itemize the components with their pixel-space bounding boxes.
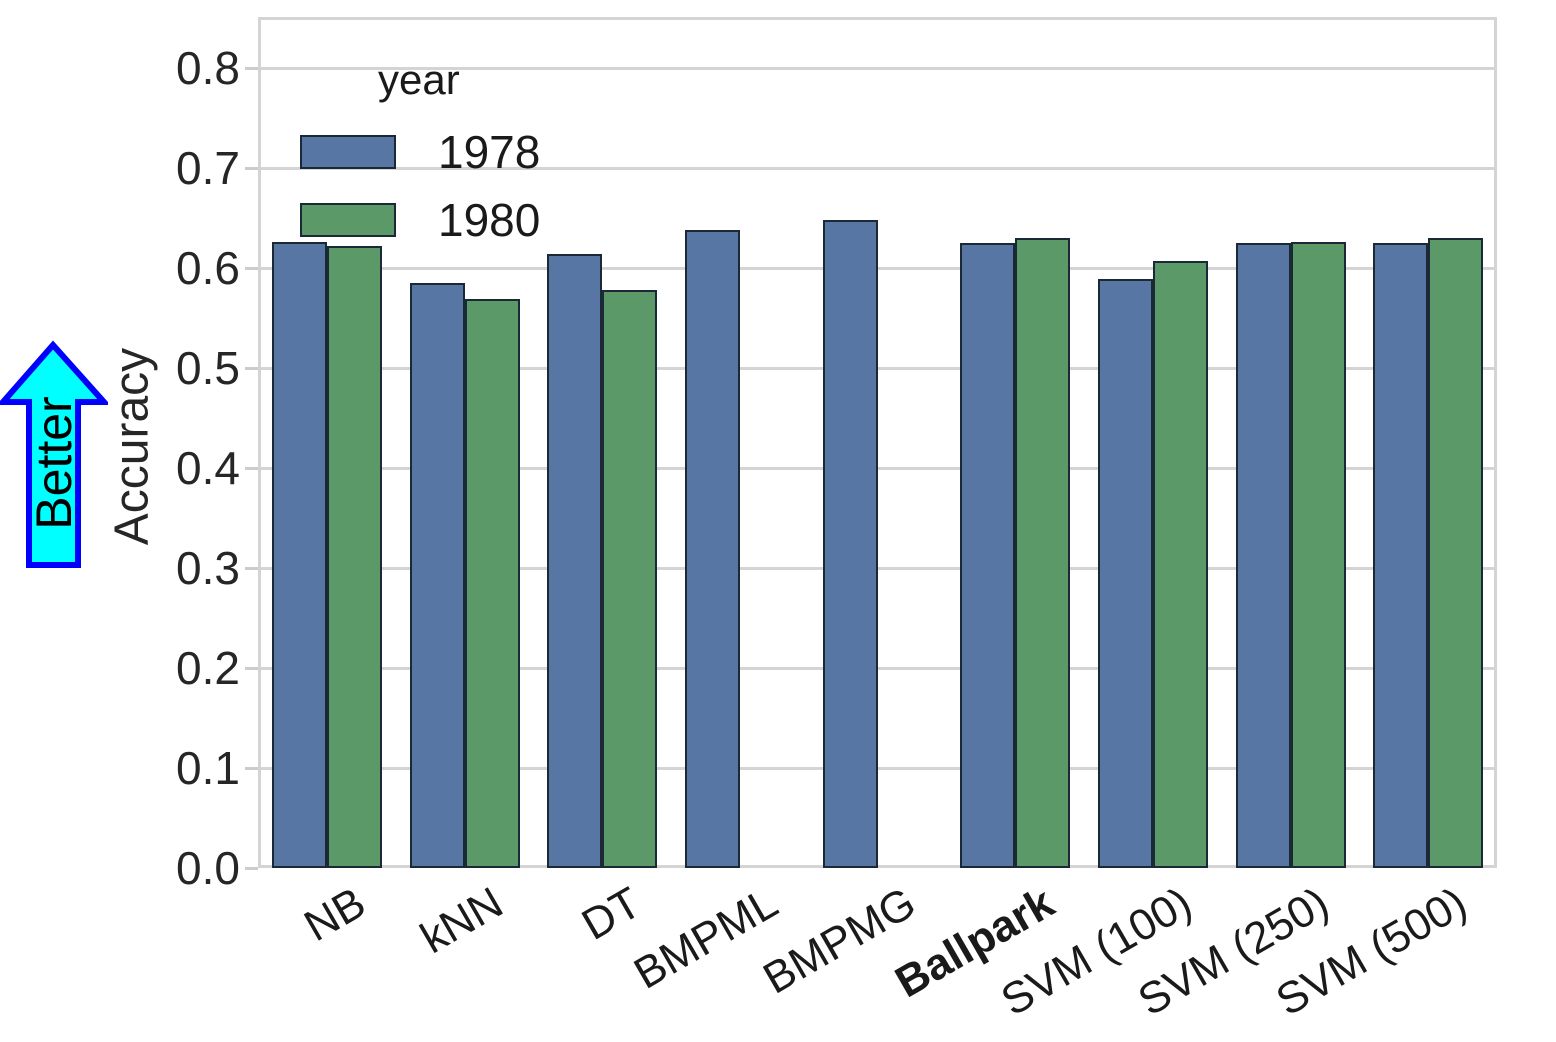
legend-swatch-1980: [300, 203, 396, 237]
y-tick-mark: [245, 866, 258, 870]
legend-label-1980: 1980: [438, 194, 541, 246]
gridline: [258, 466, 1497, 470]
legend-entry-1980: 1980: [300, 186, 540, 254]
y-tick-label: 0.4: [176, 442, 240, 494]
bar-1980-SVM (100): [1152, 261, 1208, 868]
y-tick-label: 0.1: [176, 742, 240, 794]
y-tick-mark: [245, 166, 258, 170]
plot-border-left: [258, 17, 261, 868]
x-tick-label: BMPML: [626, 878, 787, 999]
y-tick-label: 0.2: [176, 642, 240, 694]
y-tick-mark: [245, 566, 258, 570]
better-arrow-label: Better: [26, 396, 82, 530]
y-axis-title: Accuracy: [105, 347, 159, 546]
y-tick-mark: [245, 366, 258, 370]
y-tick-label: 0.7: [176, 142, 240, 194]
legend-swatch-1978: [300, 135, 396, 169]
bar-1980-SVM (500): [1428, 238, 1484, 868]
gridline: [258, 266, 1497, 270]
bar-1978-SVM (100): [1097, 279, 1153, 868]
gridline: [258, 566, 1497, 570]
x-tick-label: NB: [295, 878, 374, 951]
legend-label-1978: 1978: [438, 126, 541, 178]
x-tick-label: DT: [573, 878, 649, 950]
y-tick-mark: [245, 266, 258, 270]
plot-border-bottom: [258, 865, 1497, 868]
y-tick-mark: [245, 766, 258, 770]
y-tick-label: 0.3: [176, 542, 240, 594]
bar-1978-SVM (250): [1235, 243, 1291, 868]
gridline: [258, 166, 1497, 170]
bar-1980-Ballpark: [1015, 238, 1071, 868]
better-arrow: [0, 340, 108, 568]
x-tick-label: kNN: [412, 878, 511, 964]
y-tick-label: 0.8: [176, 42, 240, 94]
bar-1980-SVM (250): [1290, 242, 1346, 868]
y-tick-mark: [245, 66, 258, 70]
legend: year 1978 1980: [300, 56, 540, 254]
bar-1978-BMPMG: [822, 220, 878, 868]
plot-area: [245, 17, 1497, 870]
y-tick-mark: [245, 466, 258, 470]
bar-1978-kNN: [409, 283, 465, 868]
gridline: [258, 66, 1497, 70]
plot-border-top: [258, 17, 1497, 20]
plot-border-right: [1494, 17, 1497, 868]
bar-1978-SVM (500): [1373, 243, 1429, 868]
legend-entry-1978: 1978: [300, 118, 540, 186]
y-tick-label: 0.5: [176, 342, 240, 394]
gridline: [258, 666, 1497, 670]
gridline: [258, 366, 1497, 370]
legend-title: year: [378, 56, 460, 103]
bar-1978-NB: [271, 242, 327, 868]
y-tick-label: 0.6: [176, 242, 240, 294]
y-tick-label: 0.0: [176, 842, 240, 894]
bar-1980-DT: [602, 290, 658, 868]
bar-1978-BMPML: [684, 230, 740, 868]
bar-1978-Ballpark: [960, 243, 1016, 868]
bar-1980-kNN: [464, 299, 520, 868]
bar-1978-DT: [547, 254, 603, 868]
bar-1980-NB: [326, 246, 382, 868]
gridline: [258, 766, 1497, 770]
y-tick-mark: [245, 666, 258, 670]
up-arrow-icon: [0, 340, 108, 568]
